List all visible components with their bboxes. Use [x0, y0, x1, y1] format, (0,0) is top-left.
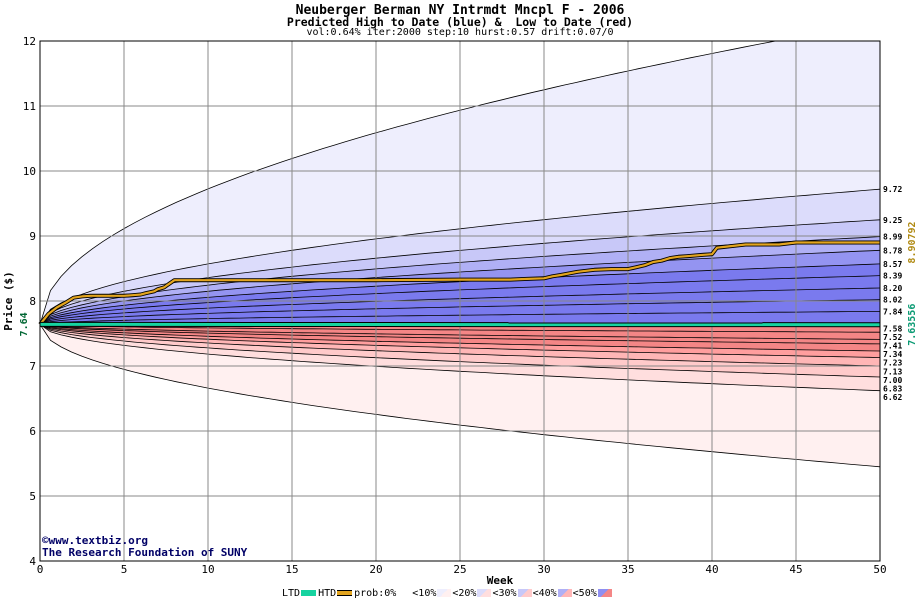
right-band-label-17: 6.62 — [883, 393, 902, 402]
right-band-label-11: 7.41 — [883, 342, 902, 351]
right-band-label-7: 8.02 — [883, 296, 902, 305]
start-price-label: 7.64 — [19, 312, 30, 336]
x-tick-label-8: 40 — [705, 563, 718, 576]
y-tick-label-0: 4 — [29, 555, 36, 568]
x-tick-label-3: 15 — [285, 563, 298, 576]
right-band-label-4: 8.57 — [883, 260, 902, 269]
right-band-label-13: 7.23 — [883, 359, 902, 368]
chart-subtitle: Predicted High to Date (blue) & Low to D… — [286, 15, 634, 29]
plot-border — [39, 40, 881, 562]
right-band-label-6: 8.20 — [883, 284, 902, 293]
x-tick-label-6: 30 — [537, 563, 550, 576]
htd-line — [39, 241, 880, 326]
right-band-label-5: 8.39 — [883, 272, 902, 281]
x-tick-label-9: 45 — [789, 563, 802, 576]
y-tick-label-4: 8 — [29, 295, 36, 308]
legend-htd-label: HTD — [318, 587, 337, 599]
x-tick-label-10: 50 — [873, 563, 886, 576]
y-tick-label-6: 10 — [23, 165, 36, 178]
right-band-label-9: 7.58 — [883, 324, 902, 333]
right-band-label-3: 8.78 — [883, 246, 902, 255]
legend-htd-swatch — [337, 590, 353, 596]
legend-b20-label: <20% — [452, 587, 477, 599]
legend-box-20 — [477, 589, 492, 597]
htd-end-label: 8.90792 — [907, 221, 918, 263]
right-band-label-8: 7.84 — [883, 307, 902, 316]
right-band-label-0: 9.72 — [883, 185, 902, 194]
credit-url: ©www.textbiz.org — [42, 534, 148, 547]
x-tick-label-4: 20 — [369, 563, 382, 576]
ltd-end-label: 7.63556 — [907, 304, 918, 346]
right-band-label-1: 9.25 — [883, 216, 902, 225]
y-axis-label: Price ($) — [2, 271, 15, 331]
right-band-label-14: 7.13 — [883, 367, 902, 376]
chart-title: Neuberger Berman NY Intrmdt Mncpl F - 20… — [295, 3, 625, 18]
y-tick-label-5: 9 — [29, 230, 36, 243]
legend-b10-label: <10% — [412, 587, 437, 599]
x-tick-label-5: 25 — [453, 563, 466, 576]
legend-b30-label: <30% — [492, 587, 517, 599]
x-tick-label-0: 0 — [37, 563, 44, 576]
right-band-label-10: 7.52 — [883, 333, 902, 342]
legend-box-30 — [517, 589, 532, 597]
right-band-label-12: 7.34 — [883, 350, 902, 359]
x-tick-label-2: 10 — [201, 563, 214, 576]
legend-box-40 — [557, 589, 572, 597]
legend-prob-label: prob:0% — [354, 587, 397, 599]
x-tick-label-7: 35 — [621, 563, 634, 576]
legend-b40-label: <40% — [532, 587, 557, 599]
y-tick-label-2: 6 — [29, 425, 36, 438]
credit-org: The Research Foundation of SUNY — [42, 546, 248, 559]
legend-ltd-label: LTD — [282, 587, 301, 599]
right-band-label-15: 7.00 — [883, 376, 902, 385]
right-band-label-2: 8.99 — [883, 233, 902, 242]
chart-params: vol:0.64% iter:2000 step:10 hurst:0.57 d… — [306, 27, 614, 38]
y-tick-label-1: 5 — [29, 490, 36, 503]
legend-b50-label: <50% — [572, 587, 597, 599]
y-tick-label-3: 7 — [29, 360, 36, 373]
y-tick-label-7: 11 — [23, 100, 36, 113]
right-band-label-16: 6.83 — [883, 385, 902, 394]
x-axis-label: Week — [487, 574, 514, 587]
legend-box-10 — [437, 589, 452, 597]
legend-box-0 — [397, 589, 412, 597]
legend-ltd-swatch — [301, 590, 317, 596]
legend: LTD HTD prob:0% <10% <20% <30% <40% <50% — [282, 587, 613, 599]
legend-box-50 — [597, 589, 612, 597]
x-tick-label-1: 5 — [121, 563, 128, 576]
y-tick-label-8: 12 — [23, 35, 36, 48]
